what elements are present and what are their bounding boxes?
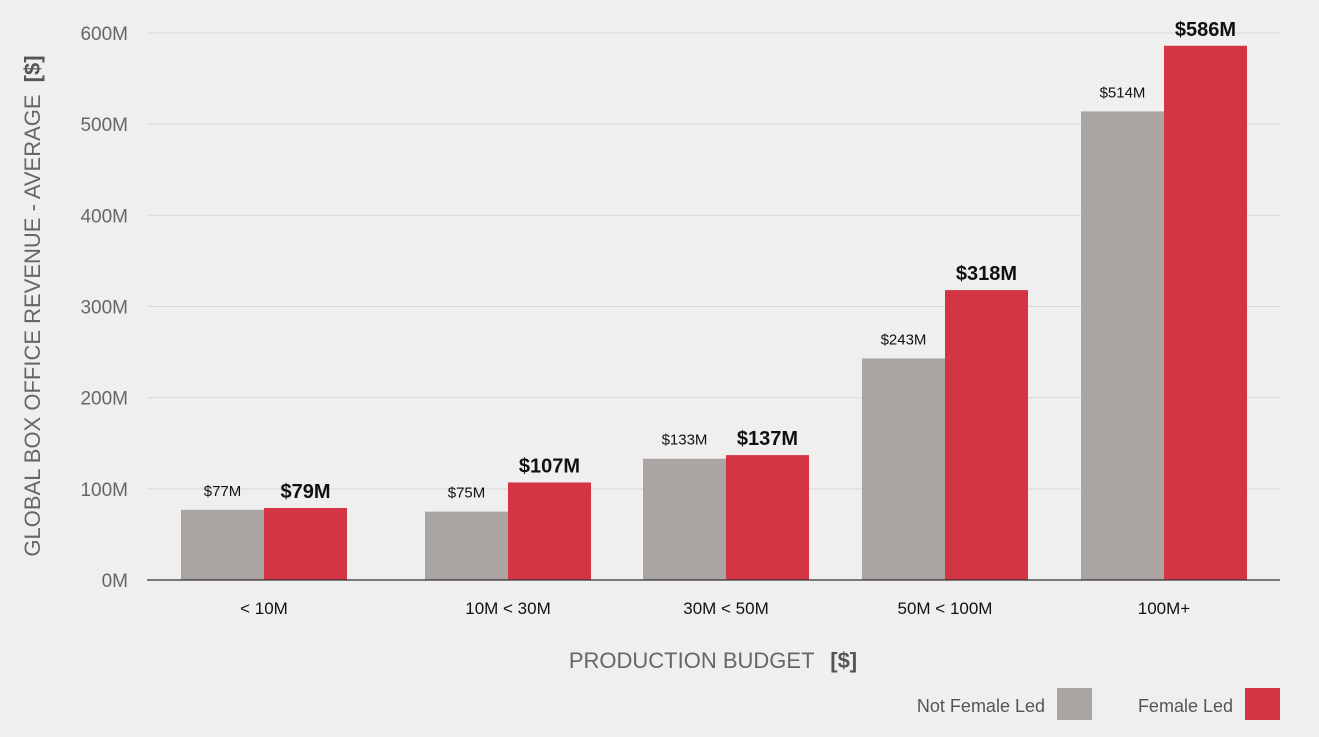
x-axis-title-text: PRODUCTION BUDGET <box>569 648 814 673</box>
bar-value-label: $107M <box>519 455 580 477</box>
bar-female-led <box>508 482 591 580</box>
bar-not-female-led <box>425 511 508 580</box>
legend-swatch-not-female-led <box>1057 688 1092 720</box>
y-axis-ticks: 0M 100M 200M 300M 400M 500M 600M <box>80 24 128 592</box>
legend-label-not-female-led: Not Female Led <box>917 696 1045 716</box>
bar-female-led <box>945 290 1028 580</box>
y-axis-title-text: GLOBAL BOX OFFICE REVENUE - AVERAGE <box>20 94 45 556</box>
legend: Not Female Led Female Led <box>917 688 1280 720</box>
bar-female-led <box>264 507 347 580</box>
bar-not-female-led <box>643 458 726 580</box>
x-category-label: 50M < 100M <box>898 599 993 618</box>
y-tick-label: 600M <box>80 24 128 45</box>
x-axis-categories: < 10M 10M < 30M 30M < 50M 50M < 100M 100M+ <box>240 599 1190 618</box>
y-tick-label: 400M <box>80 206 128 227</box>
legend-swatch-female-led <box>1245 688 1280 720</box>
bar-value-label: $137M <box>737 428 798 450</box>
bar-value-label: $514M <box>1100 84 1146 101</box>
bar-value-label: $133M <box>662 432 708 449</box>
x-axis-title-unit: [$] <box>830 648 857 673</box>
bar-not-female-led <box>181 509 264 580</box>
bar-female-led <box>1164 45 1247 581</box>
bar-value-label: $79M <box>280 481 330 503</box>
bar-labels: $77M $79M $75M $107M $133M $137M $243M $318M $51… <box>204 19 1236 503</box>
bar-not-female-led <box>862 358 945 580</box>
y-tick-label: 300M <box>80 298 128 319</box>
x-category-label: < 10M <box>240 599 288 618</box>
x-category-label: 10M < 30M <box>465 599 551 618</box>
x-axis-title: PRODUCTION BUDGET [$] <box>569 648 857 673</box>
y-tick-label: 500M <box>80 115 128 136</box>
y-tick-label: 200M <box>80 389 128 410</box>
bar-value-label: $586M <box>1175 19 1236 41</box>
x-category-label: 30M < 50M <box>683 599 769 618</box>
bar-value-label: $75M <box>448 485 486 502</box>
y-tick-label: 100M <box>80 480 128 501</box>
y-axis-title: GLOBAL BOX OFFICE REVENUE - AVERAGE [$] <box>20 55 45 556</box>
bar-value-label: $77M <box>204 483 242 500</box>
bar-value-label: $318M <box>956 263 1017 285</box>
legend-label-female-led: Female Led <box>1138 696 1233 716</box>
y-tick-label: 0M <box>102 571 128 592</box>
y-axis-title-unit: [$] <box>20 55 45 82</box>
bar-value-label: $243M <box>881 331 927 348</box>
bar-not-female-led <box>1081 111 1164 581</box>
x-category-label: 100M+ <box>1138 599 1191 618</box>
bar-female-led <box>726 455 809 580</box>
bars <box>181 45 1247 581</box>
